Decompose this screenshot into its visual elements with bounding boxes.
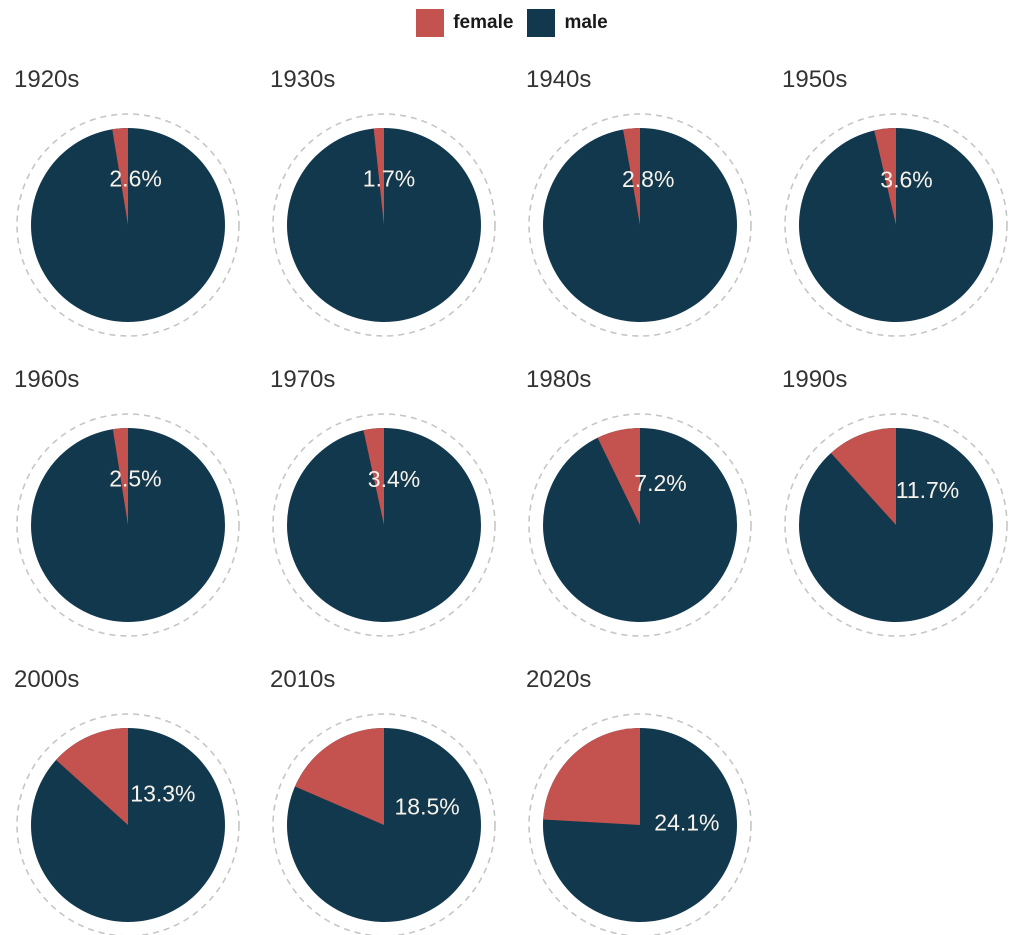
pie-chart-2020s: 2020s 24.1%: [512, 646, 768, 935]
pie-grid: 1920s 2.6% 1930s 1.7% 1940s 2.8% 1950s 3.6% 1960…: [0, 46, 1024, 935]
legend: female male: [0, 0, 1024, 46]
pie-svg-2020s: 24.1%: [528, 713, 752, 935]
pie-svg-2000s: 13.3%: [16, 713, 240, 935]
dashed-ring: [16, 713, 240, 935]
pie-chart-1970s: 1970s 3.4%: [256, 346, 512, 646]
decade-title-1920s: 1920s: [14, 66, 80, 93]
pie-chart-1980s: 1980s 7.2%: [512, 346, 768, 646]
value-label-2010s: 18.5%: [394, 793, 459, 819]
value-label-1940s: 2.8%: [622, 166, 674, 192]
pie-chart-1960s: 1960s 2.5%: [0, 346, 256, 646]
value-label-1930s: 1.7%: [363, 165, 415, 191]
female-color-swatch: [416, 9, 445, 37]
pie-chart-1940s: 1940s 2.8%: [512, 46, 768, 346]
dashed-ring: [272, 113, 496, 337]
value-label-2020s: 24.1%: [654, 809, 719, 835]
legend-item-male: male: [527, 9, 608, 37]
legend-label-male: male: [564, 12, 608, 33]
dashed-ring: [272, 713, 496, 935]
female-slice: [830, 428, 896, 525]
pie-svg-1970s: 3.4%: [272, 413, 496, 637]
pie-chart-2010s: 2010s 18.5%: [256, 646, 512, 935]
pie-svg-1960s: 2.5%: [16, 413, 240, 637]
decade-title-1970s: 1970s: [270, 366, 336, 393]
dashed-ring: [272, 413, 496, 637]
female-slice: [363, 428, 384, 525]
value-label-1970s: 3.4%: [368, 466, 420, 492]
value-label-2000s: 13.3%: [130, 781, 195, 807]
decade-title-1930s: 1930s: [270, 66, 336, 93]
pie-svg-1980s: 7.2%: [528, 413, 752, 637]
pie-chart-1930s: 1930s 1.7%: [256, 46, 512, 346]
legend-item-female: female: [416, 9, 513, 37]
value-label-1990s: 11.7%: [896, 477, 960, 503]
dashed-ring: [528, 413, 752, 637]
value-label-1960s: 2.5%: [109, 466, 161, 492]
pie-svg-2010s: 18.5%: [272, 713, 496, 935]
female-slice: [112, 128, 128, 225]
decade-title-1960s: 1960s: [14, 366, 80, 393]
pie-svg-1990s: 11.7%: [784, 413, 1008, 637]
value-label-1980s: 7.2%: [634, 470, 686, 496]
decade-title-2000s: 2000s: [14, 666, 80, 693]
pie-svg-1930s: 1.7%: [272, 113, 496, 337]
pie-svg-1920s: 2.6%: [16, 113, 240, 337]
pie-chart-1920s: 1920s 2.6%: [0, 46, 256, 346]
dashed-ring: [528, 713, 752, 935]
female-slice: [597, 428, 640, 525]
decade-title-2020s: 2020s: [526, 666, 592, 693]
decade-title-1980s: 1980s: [526, 366, 592, 393]
pie-chart-1990s: 1990s 11.7%: [768, 346, 1024, 646]
dashed-ring: [16, 413, 240, 637]
dashed-ring: [16, 113, 240, 337]
female-slice: [543, 728, 640, 825]
decade-title-2010s: 2010s: [270, 666, 336, 693]
female-slice: [56, 728, 128, 825]
pie-svg-1950s: 3.6%: [784, 113, 1008, 337]
dashed-ring: [784, 113, 1008, 337]
female-slice: [623, 128, 640, 225]
pie-svg-1940s: 2.8%: [528, 113, 752, 337]
value-label-1950s: 3.6%: [880, 166, 932, 192]
dashed-ring: [784, 413, 1008, 637]
pie-chart-2000s: 2000s 13.3%: [0, 646, 256, 935]
pie-chart-1950s: 1950s 3.6%: [768, 46, 1024, 346]
dashed-ring: [528, 113, 752, 337]
female-slice: [373, 128, 384, 225]
female-slice: [874, 128, 896, 225]
legend-label-female: female: [453, 12, 514, 33]
value-label-1920s: 2.6%: [109, 166, 161, 192]
female-slice: [112, 428, 128, 525]
decade-title-1940s: 1940s: [526, 66, 592, 93]
decade-title-1990s: 1990s: [782, 366, 848, 393]
female-slice: [294, 728, 384, 825]
male-color-swatch: [527, 9, 556, 37]
decade-title-1950s: 1950s: [782, 66, 848, 93]
